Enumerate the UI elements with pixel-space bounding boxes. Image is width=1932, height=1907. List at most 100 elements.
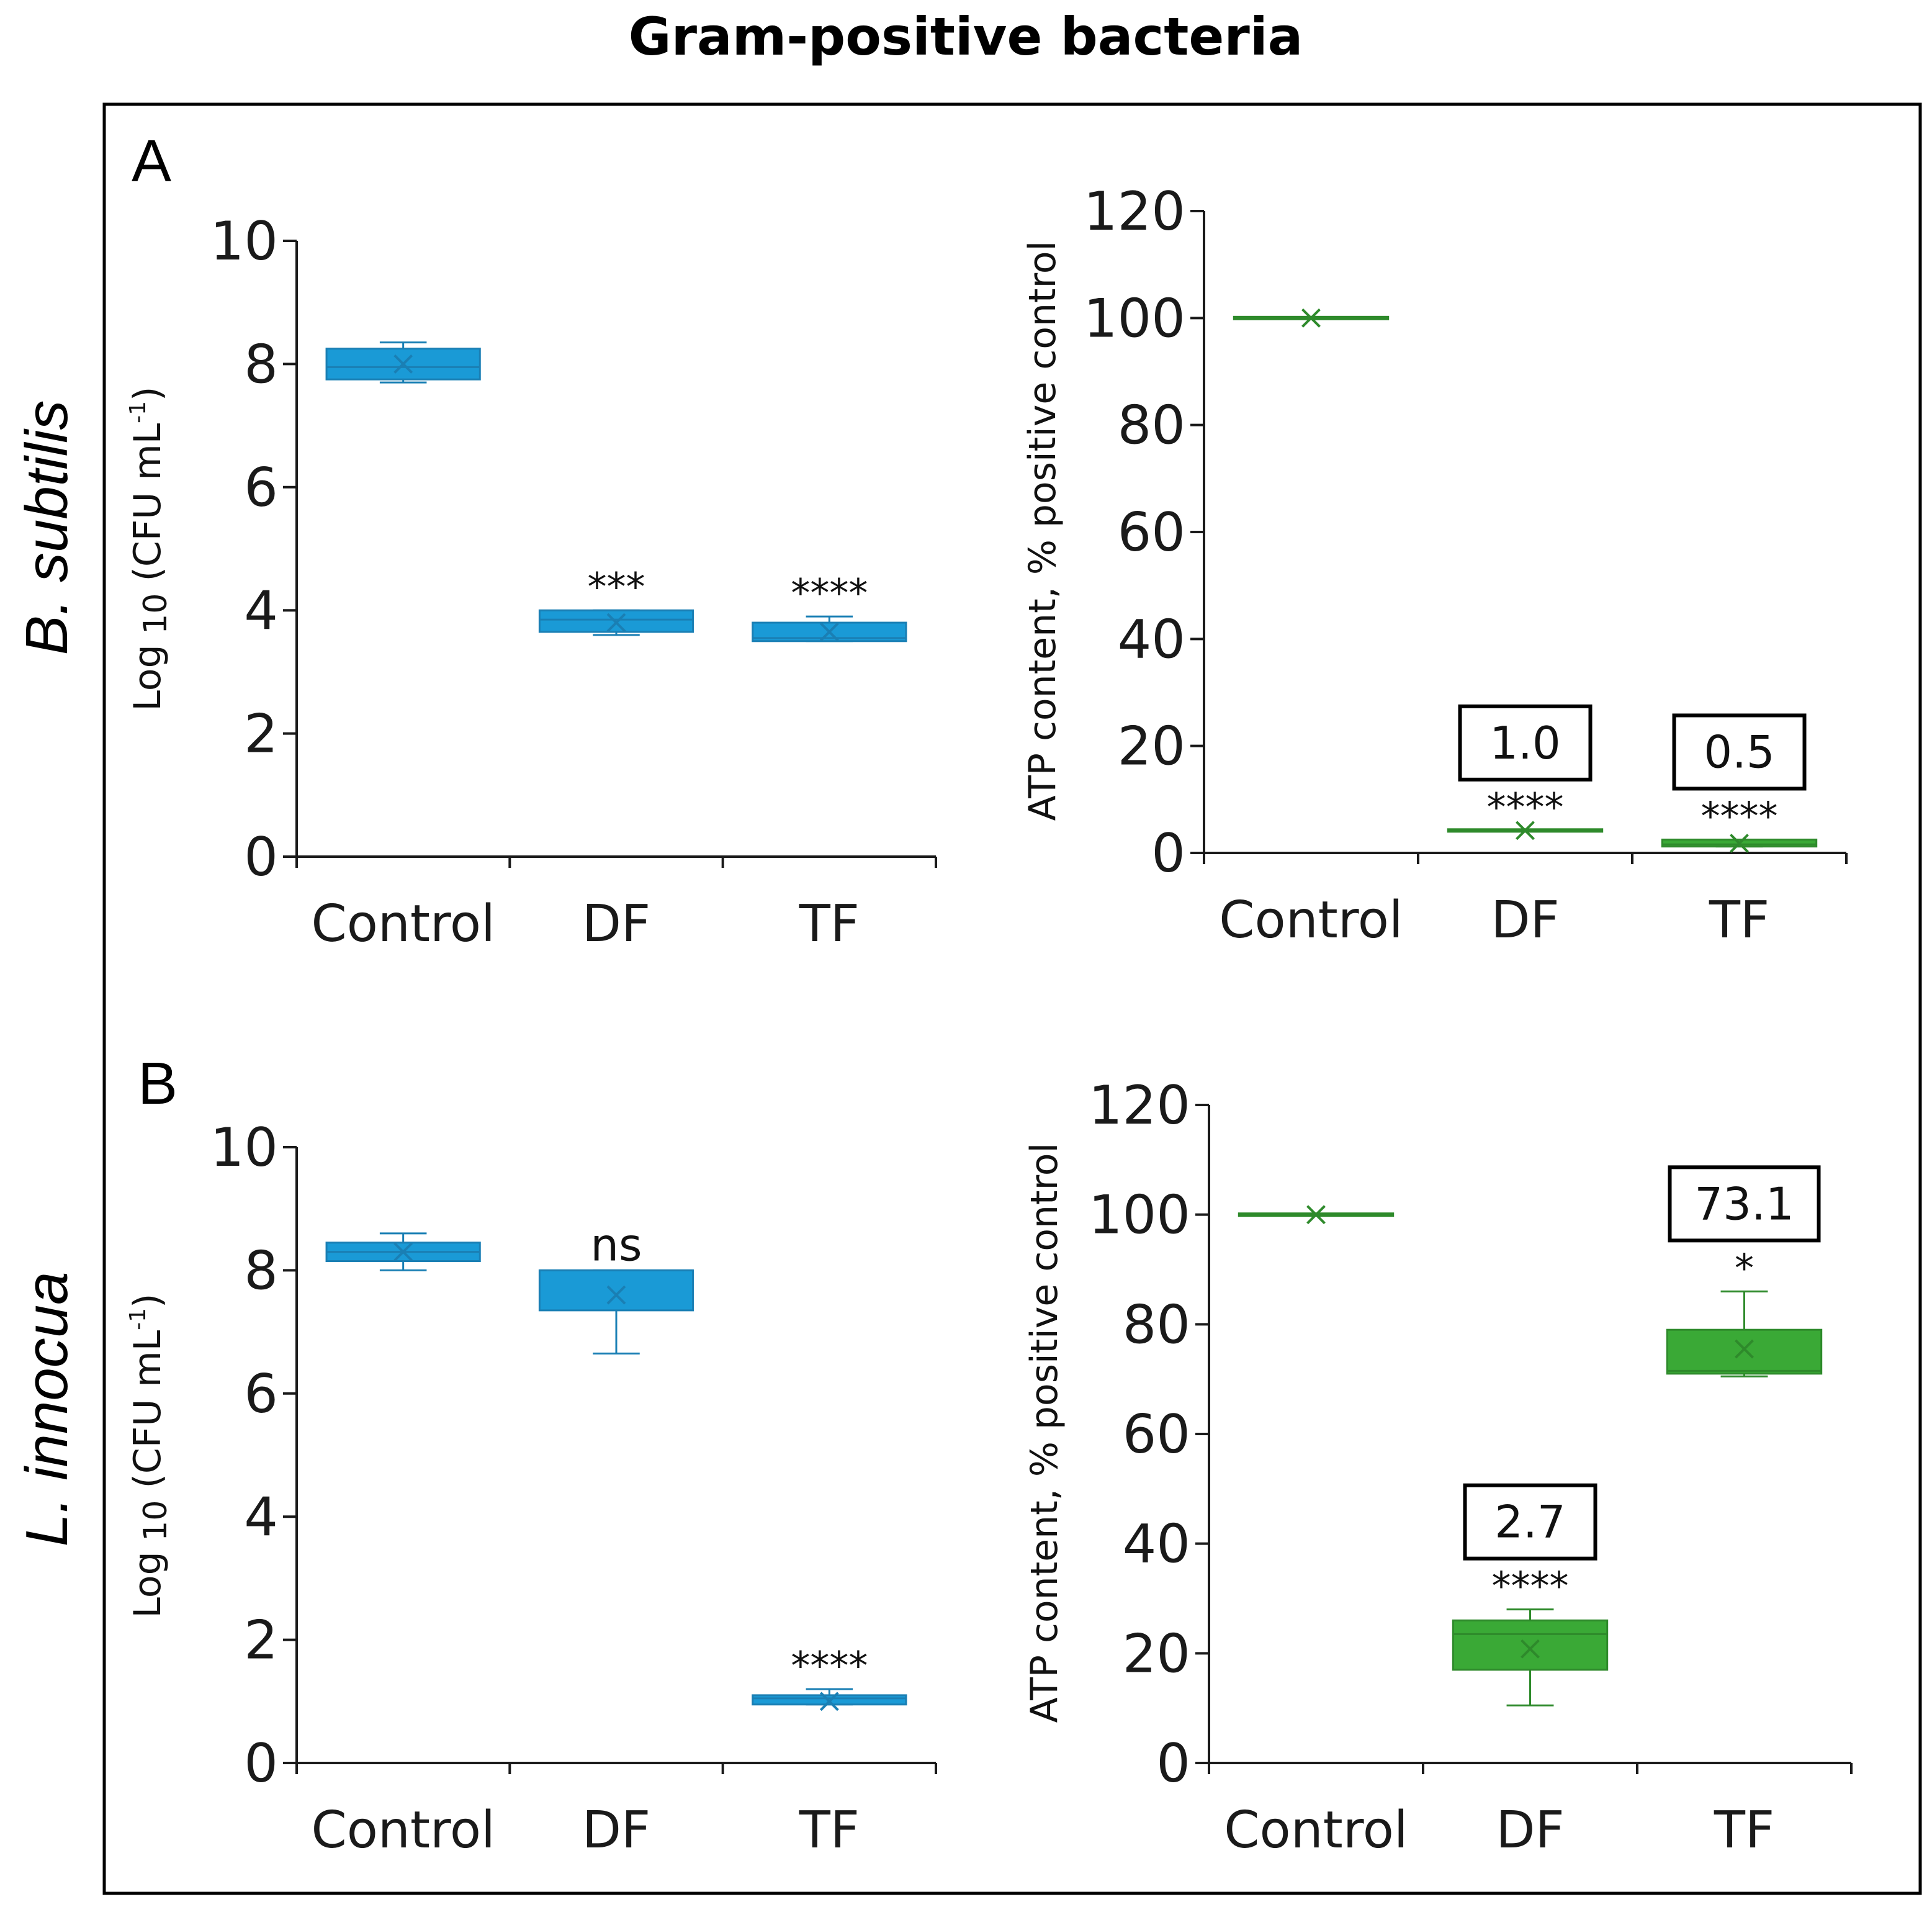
x-tick-label: Control xyxy=(1219,891,1403,950)
mean-marker xyxy=(606,1285,626,1305)
significance-label: ns xyxy=(590,1219,642,1271)
species-label-l-innocua: L. innocua xyxy=(14,1271,80,1546)
y-tick-label: 60 xyxy=(1118,502,1185,564)
y-tick-label: 6 xyxy=(244,457,278,519)
y-axis-label-part: Log xyxy=(126,644,169,711)
species-label-b-subtilis: B. subtilis xyxy=(14,400,80,656)
y-tick-label: 10 xyxy=(210,210,278,273)
y-tick-label: 20 xyxy=(1123,1623,1190,1685)
box-df: *** xyxy=(538,564,694,636)
x-tick-label: DF xyxy=(582,1801,650,1860)
box-tf: **** xyxy=(752,1643,907,1711)
x-tick-label: TF xyxy=(799,1801,860,1860)
significance-label: **** xyxy=(791,570,868,616)
y-axis-label: ATP content, % positive control xyxy=(1023,1143,1066,1723)
y-tick-label: 0 xyxy=(244,826,278,888)
mean-marker xyxy=(1521,1639,1540,1659)
chart-b-right: 0 20 40 60 80 100 120 Control DF TF ATP content, %… xyxy=(1023,1075,1853,1860)
y-axis-label-part: -1 xyxy=(125,1308,151,1330)
y-axis-label: ATP content, % positive control xyxy=(1021,241,1064,821)
y-tick-label: 120 xyxy=(1084,181,1185,243)
figure-title: Gram-positive bacteria xyxy=(629,6,1303,67)
ratio-value: 73.1 xyxy=(1694,1178,1794,1230)
y-tick-label: 100 xyxy=(1084,287,1185,349)
y-axis-label-part: ) xyxy=(126,387,169,401)
box-df: **** 2.7 xyxy=(1452,1483,1609,1706)
box-tf: **** xyxy=(752,570,907,642)
box-tf: * 73.1 xyxy=(1666,1165,1823,1377)
ratio-value: 2.7 xyxy=(1494,1496,1566,1548)
x-tick-label: Control xyxy=(311,1801,495,1860)
significance-label: * xyxy=(1735,1245,1754,1291)
y-axis-label-part: 10 xyxy=(137,593,174,645)
significance-label: **** xyxy=(791,1643,868,1688)
ratio-value: 1.0 xyxy=(1489,717,1561,769)
box-body xyxy=(1666,1328,1823,1375)
y-axis-label-part: 10 xyxy=(137,1500,174,1552)
mean-marker xyxy=(1301,308,1321,328)
y-tick-label: 40 xyxy=(1118,608,1185,670)
x-tick-label: DF xyxy=(1496,1801,1564,1860)
y-tick-label: 8 xyxy=(244,333,278,395)
y-tick-label: 2 xyxy=(244,703,278,765)
y-tick-label: 20 xyxy=(1118,716,1185,778)
mean-marker xyxy=(1306,1205,1326,1225)
x-tick-label: Control xyxy=(311,895,495,954)
ratio-box xyxy=(1463,1483,1597,1561)
y-axis-label-part: Log xyxy=(126,1551,169,1618)
y-tick-label: 0 xyxy=(244,1733,278,1795)
box-df: **** 1.0 xyxy=(1447,704,1604,841)
mean-marker xyxy=(393,1242,413,1262)
ratio-box xyxy=(1458,704,1593,782)
mean-marker xyxy=(1516,821,1535,841)
y-axis-label: Log 10 (CFU mL-1) xyxy=(125,387,174,711)
mean-marker xyxy=(606,613,626,633)
ratio-box xyxy=(1672,713,1807,791)
x-tick-label: TF xyxy=(1709,891,1769,950)
panel-label-b: B xyxy=(138,1050,177,1117)
box-body xyxy=(1452,1619,1609,1671)
y-axis-label-part: (CFU mL xyxy=(126,1330,169,1500)
y-tick-label: 4 xyxy=(244,1486,278,1548)
box-tf: **** 0.5 xyxy=(1661,713,1818,853)
panel-label-a: A xyxy=(132,128,171,194)
mean-marker xyxy=(819,1692,839,1711)
mean-marker xyxy=(1730,834,1749,853)
y-tick-label: 100 xyxy=(1089,1184,1190,1247)
mean-marker xyxy=(819,622,839,642)
y-axis-label-part: ) xyxy=(126,1294,169,1308)
y-tick-label: 0 xyxy=(1151,823,1185,885)
significance-label: **** xyxy=(1487,785,1564,830)
y-tick-label: 2 xyxy=(244,1610,278,1672)
x-tick-label: DF xyxy=(582,895,650,954)
chart-b-left: 0 2 4 6 8 10 Control DF TF Log 10 (CFU mL-1) ns ***… xyxy=(125,1117,937,1860)
y-tick-label: 60 xyxy=(1123,1404,1190,1466)
significance-label: *** xyxy=(588,564,645,610)
y-tick-label: 10 xyxy=(210,1117,278,1179)
y-tick-label: 80 xyxy=(1118,395,1185,457)
figure-frame xyxy=(102,102,1922,1895)
box-control xyxy=(325,1232,481,1271)
x-tick-label: DF xyxy=(1491,891,1559,950)
significance-label: **** xyxy=(1492,1564,1569,1609)
box-control xyxy=(325,341,481,384)
y-tick-label: 80 xyxy=(1123,1294,1190,1356)
y-tick-label: 0 xyxy=(1156,1733,1190,1795)
significance-label: **** xyxy=(1701,793,1778,839)
y-tick-label: 120 xyxy=(1089,1075,1190,1137)
x-tick-label: Control xyxy=(1224,1801,1408,1860)
y-axis-label-part: -1 xyxy=(125,401,151,423)
x-tick-label: TF xyxy=(799,895,860,954)
box-control xyxy=(1238,1205,1395,1225)
box-control xyxy=(1233,308,1390,328)
box-body xyxy=(538,1269,694,1312)
x-tick-label: TF xyxy=(1714,1801,1774,1860)
ratio-value: 0.5 xyxy=(1704,726,1775,778)
y-tick-label: 8 xyxy=(244,1240,278,1302)
y-tick-label: 6 xyxy=(244,1363,278,1425)
ratio-box xyxy=(1668,1165,1821,1243)
box-df: ns xyxy=(538,1219,694,1355)
